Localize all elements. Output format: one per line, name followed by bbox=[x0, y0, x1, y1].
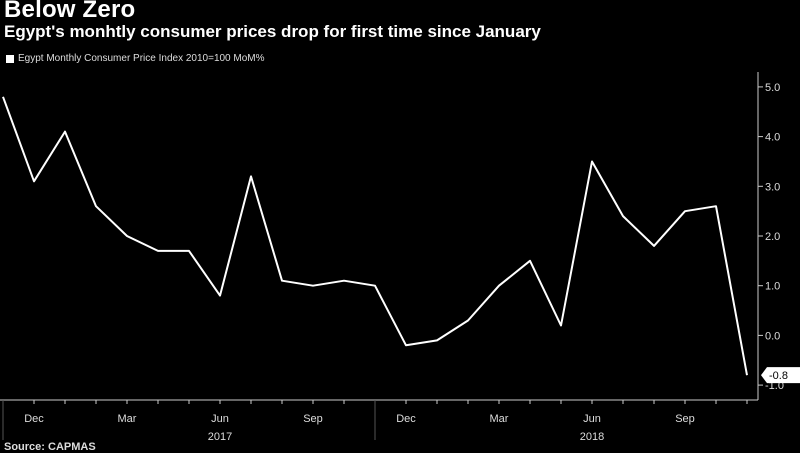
series-line bbox=[2, 96, 748, 376]
year-label: 2017 bbox=[208, 431, 232, 443]
legend: Egypt Monthly Consumer Price Index 2010=… bbox=[6, 53, 265, 64]
x-tick-label: Jun bbox=[583, 413, 601, 425]
chart-subtitle: Egypt's monhtly consumer prices drop for… bbox=[4, 22, 541, 41]
year-label: 2018 bbox=[580, 431, 604, 443]
y-tick-label: 5.0 bbox=[765, 82, 780, 94]
y-tick-label: 1.0 bbox=[765, 281, 780, 293]
chart-title: Below Zero bbox=[4, 0, 136, 23]
x-tick-label: Mar bbox=[490, 413, 509, 425]
y-tick-label: 3.0 bbox=[765, 181, 780, 193]
legend-swatch-icon bbox=[6, 54, 14, 63]
legend-label: Egypt Monthly Consumer Price Index 2010=… bbox=[18, 53, 265, 64]
x-tick-label: Sep bbox=[675, 413, 695, 425]
x-tick-label: Dec bbox=[24, 413, 44, 425]
x-tick-label: Dec bbox=[396, 413, 416, 425]
y-tick-label: 2.0 bbox=[765, 231, 780, 243]
last-value-label: -0.8 bbox=[769, 370, 788, 382]
y-tick-label: 4.0 bbox=[765, 132, 780, 144]
last-value-box bbox=[761, 367, 800, 384]
x-tick-label: Mar bbox=[118, 413, 137, 425]
x-tick-label: Sep bbox=[303, 413, 323, 425]
source-note: Source: CAPMAS bbox=[4, 441, 96, 453]
y-tick-label: 0.0 bbox=[765, 330, 780, 342]
x-tick-label: Jun bbox=[211, 413, 229, 425]
